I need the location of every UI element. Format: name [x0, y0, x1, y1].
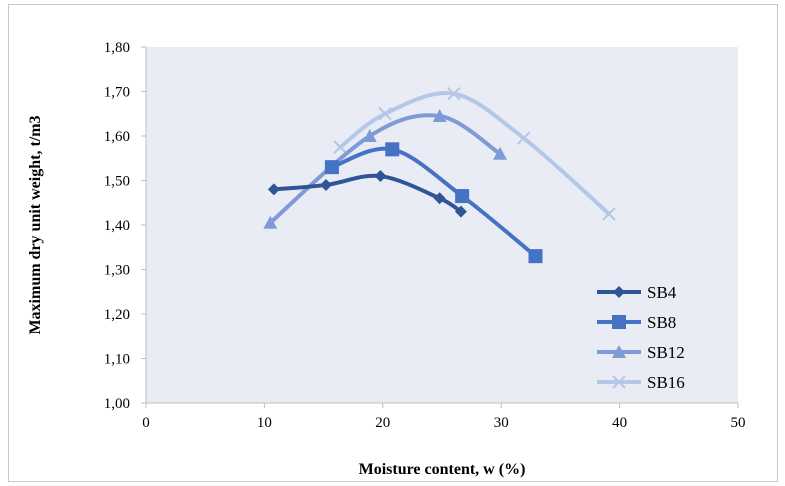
x-tick-label: 20	[375, 415, 390, 431]
x-tick-label: 0	[142, 415, 150, 431]
legend-marker-sb4	[613, 286, 625, 298]
y-tick-label: 1,20	[104, 307, 130, 323]
legend-label-sb4: SB4	[647, 283, 677, 302]
data-point-sb12	[493, 146, 508, 160]
legend-marker-sb16	[612, 375, 626, 389]
data-point-sb4	[454, 205, 467, 218]
series-sb12	[263, 108, 508, 229]
legend-marker-sb12	[612, 345, 626, 358]
series-layer	[263, 87, 616, 264]
legend-item-sb12: SB12	[597, 343, 685, 362]
y-tick-label: 1,40	[104, 218, 130, 234]
x-tick-label: 30	[494, 415, 509, 431]
data-point-sb8	[528, 249, 543, 264]
x-tick-label: 10	[257, 415, 272, 431]
data-point-sb16	[333, 140, 347, 154]
y-tick-label: 1,70	[104, 85, 130, 101]
data-point-sb8	[455, 189, 470, 204]
legend-label-sb16: SB16	[647, 373, 685, 392]
legend: SB4 SB8 SB12 SB16	[597, 283, 685, 392]
legend-item-sb8: SB8	[597, 313, 676, 332]
legend-label-sb8: SB8	[647, 313, 676, 332]
data-point-sb12	[362, 129, 377, 142]
data-point-sb4	[374, 170, 387, 183]
y-tick-label: 1,30	[104, 263, 130, 279]
series-line-sb16	[338, 91, 611, 216]
y-tick-label: 1,60	[104, 129, 130, 145]
y-tick-label: 1,50	[104, 174, 130, 190]
series-line-sb12	[268, 113, 503, 225]
series-line-sb8	[329, 146, 538, 259]
data-point-sb12	[263, 215, 278, 229]
data-point-sb8	[324, 160, 339, 175]
y-axis-title: Maximum dry unit weight, t/m3	[27, 115, 44, 334]
data-point-sb8	[385, 142, 400, 157]
data-point-sb16	[447, 87, 461, 101]
data-point-sb16	[378, 107, 392, 121]
data-point-sb12	[432, 108, 447, 122]
series-sb16	[333, 87, 616, 221]
data-point-sb4	[267, 183, 280, 196]
series-sb4	[267, 170, 467, 218]
legend-marker-sb8	[612, 315, 626, 329]
legend-item-sb16: SB16	[597, 373, 685, 392]
legend-label-sb12: SB12	[647, 343, 685, 362]
series-sb8	[324, 142, 543, 264]
data-point-sb16	[602, 207, 616, 221]
plot-area	[146, 47, 738, 403]
x-tick-label: 50	[731, 415, 746, 431]
data-point-sb16	[516, 131, 531, 145]
y-tick-label: 1,10	[104, 352, 130, 368]
y-tick-label: 1,80	[104, 40, 130, 56]
data-point-sb4	[433, 192, 446, 205]
axes: 0 10 20 30 40 50 1,00 1,10 1,20 1,30 1,40 1,50 1,60 1…	[104, 40, 746, 431]
legend-item-sb4: SB4	[597, 283, 677, 302]
y-tick-label: 1,00	[104, 396, 130, 412]
data-point-sb4	[319, 178, 332, 191]
x-tick-label: 40	[612, 415, 627, 431]
x-axis-title: Moisture content, w (%)	[359, 461, 526, 478]
